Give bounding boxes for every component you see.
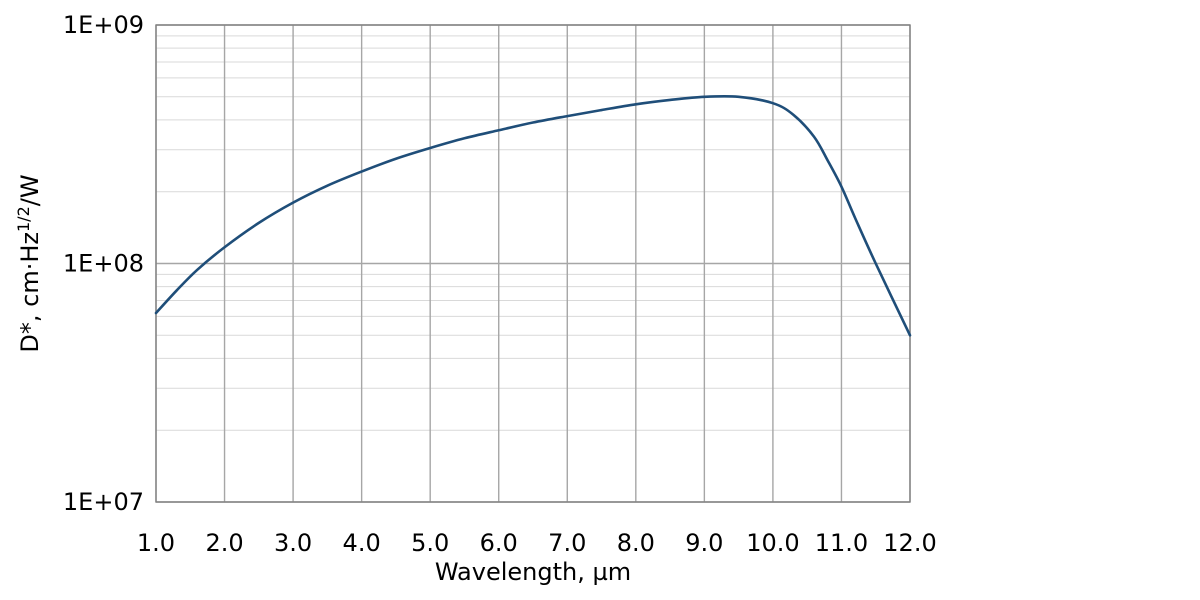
y-tick-label: 1E+08 <box>63 250 144 278</box>
y-tick-label: 1E+07 <box>63 488 144 516</box>
x-tick-label: 12.0 <box>883 529 936 557</box>
x-axis-title: Wavelength, µm <box>435 558 631 586</box>
plot-area-border <box>155 24 911 503</box>
detectivity-curve <box>154 94 912 337</box>
x-tick-label: 4.0 <box>343 529 381 557</box>
plot-frame <box>155 24 911 503</box>
x-tick-label: 2.0 <box>205 529 243 557</box>
x-tick-label: 1.0 <box>137 529 175 557</box>
y-tick-labels: 1E+07 1E+08 1E+09 <box>63 11 144 516</box>
x-tick-labels: 1.0 2.0 3.0 4.0 5.0 6.0 7.0 8.0 9.0 10.0 11.0 12.0 <box>137 529 937 557</box>
y-axis-title: D*, cm·Hz1/2/W <box>14 174 45 352</box>
x-tick-label: 10.0 <box>746 529 799 557</box>
y-axis-title-superscript: 1/2 <box>14 206 33 232</box>
x-tick-label: 6.0 <box>480 529 518 557</box>
x-tick-label: 3.0 <box>274 529 312 557</box>
minor-gridlines <box>156 35 910 431</box>
x-tick-label: 9.0 <box>685 529 723 557</box>
y-axis-title-suffix: /W <box>16 174 44 206</box>
y-axis-title-main: D*, cm·Hz <box>16 232 44 353</box>
x-tick-label: 11.0 <box>815 529 868 557</box>
x-tick-label: 8.0 <box>617 529 655 557</box>
x-tick-label: 7.0 <box>548 529 586 557</box>
y-tick-label: 1E+09 <box>63 11 144 39</box>
x-tick-label: 5.0 <box>411 529 449 557</box>
